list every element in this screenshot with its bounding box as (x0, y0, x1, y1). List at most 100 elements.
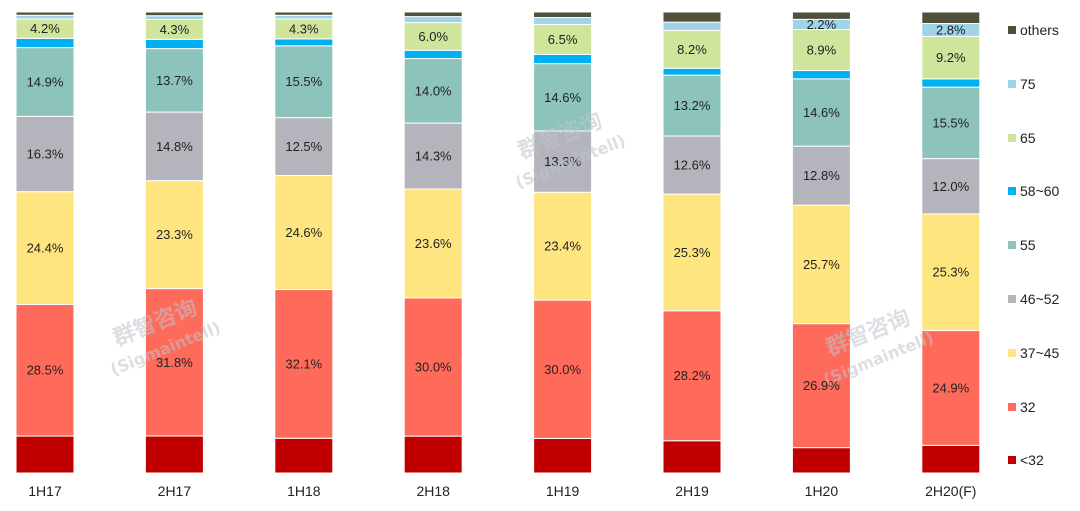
bar-segment-55-2h18 (403, 58, 463, 124)
legend-swatch-37-45 (1008, 349, 1016, 357)
bar-segment-others-1h18 (274, 11, 334, 16)
bar-segment-lt32-2h17 (144, 435, 204, 474)
x-tick-label: 1H19 (546, 483, 580, 499)
data-label-46-52-1h18: 12.5% (285, 139, 322, 154)
x-tick-label: 1H18 (287, 483, 321, 499)
bar-segment-lt32-2h18 (403, 435, 463, 474)
bar-segment-32-2h18 (403, 297, 463, 437)
data-label-46-52-2h19: 12.6% (674, 158, 711, 173)
bar-segment-46-52-1h18 (274, 117, 334, 177)
bar-segment-55-1h17 (15, 47, 75, 117)
bar-segment-58-60-2h17 (144, 38, 204, 50)
bars-group (15, 11, 981, 474)
data-label-46-52-1h17: 16.3% (27, 147, 64, 162)
data-label-37-45-1h19: 23.4% (544, 239, 581, 254)
bar-segment-75-2h19 (662, 21, 722, 31)
legend-label-65: 65 (1020, 130, 1036, 146)
legend-label-58-60: 58~60 (1020, 183, 1060, 199)
bar-segment-65-2h20f (921, 35, 981, 80)
bar-segment-37-45-2h17 (144, 180, 204, 290)
bar-segment-32-1h19 (533, 299, 593, 439)
legend-swatch-75 (1008, 80, 1016, 88)
legend-label-32: 32 (1020, 399, 1036, 415)
bar-segment-46-52-1h17 (15, 115, 75, 193)
data-labels-group: 28.5% 24.4% 16.3% 14.9% 4.2% 31.8% 23.3% 14.8% 1… (27, 17, 970, 395)
bar-segment-37-45-1h18 (274, 175, 334, 291)
data-label-65-2h19: 8.2% (677, 42, 707, 57)
legend-label-others: others (1020, 22, 1059, 38)
bar-segment-55-2h19 (662, 74, 722, 137)
legend-label-55: 55 (1020, 237, 1036, 253)
bar-segment-46-52-2h18 (403, 122, 463, 190)
data-label-37-45-2h19: 25.3% (674, 245, 711, 260)
legend-swatch-55 (1008, 241, 1016, 249)
data-label-32-2h20f: 24.9% (932, 380, 969, 395)
bar-segment-58-60-2h18 (403, 49, 463, 60)
bar-segment-32-1h18 (274, 289, 334, 439)
data-label-37-45-2h20f: 25.3% (932, 265, 969, 280)
bar-segment-32-2h20f (921, 330, 981, 446)
data-label-55-2h18: 14.0% (415, 83, 452, 98)
bar-segment-others-2h17 (144, 11, 204, 17)
bar-segment-46-52-1h19 (533, 130, 593, 193)
data-label-32-2h17: 31.8% (156, 355, 193, 370)
data-label-55-2h19: 13.2% (674, 98, 711, 113)
data-label-32-1h19: 30.0% (544, 362, 581, 377)
bar-segment-58-60-2h20f (921, 78, 981, 88)
data-label-55-2h17: 13.7% (156, 73, 193, 88)
data-label-46-52-1h20: 12.8% (803, 168, 840, 183)
bar-segment-others-2h18 (403, 11, 463, 18)
x-tick-label: 2H19 (675, 483, 709, 499)
bar-segment-others-1h17 (15, 11, 75, 16)
data-label-37-45-2h18: 23.6% (415, 236, 452, 251)
bar-segment-32-1h20 (791, 323, 851, 449)
data-label-37-45-2h17: 23.3% (156, 227, 193, 242)
data-label-65-1h18: 4.3% (289, 21, 319, 36)
data-label-65-2h17: 4.3% (160, 22, 190, 37)
bar-segment-55-1h19 (533, 63, 593, 132)
bar-segment-37-45-1h20 (791, 204, 851, 325)
bar-segment-lt32-1h18 (274, 437, 334, 474)
data-label-65-1h19: 6.5% (548, 32, 578, 47)
bar-segment-46-52-2h17 (144, 111, 204, 182)
legend-swatch-58-60 (1008, 187, 1016, 195)
data-label-65-1h20: 8.9% (807, 43, 837, 58)
bar-segment-46-52-2h19 (662, 135, 722, 195)
data-label-37-45-1h17: 24.4% (27, 241, 64, 256)
bar-segment-lt32-1h20 (791, 447, 851, 474)
bar-segment-lt32-1h19 (533, 437, 593, 474)
data-label-46-52-2h20f: 12.0% (932, 179, 969, 194)
bar-segment-37-45-2h18 (403, 188, 463, 299)
bar-segment-46-52-2h20f (921, 158, 981, 215)
bar-segment-55-2h17 (144, 48, 204, 113)
bar-segment-55-1h20 (791, 78, 851, 147)
legend-label-lt32: <32 (1020, 452, 1044, 468)
data-label-55-1h17: 14.9% (27, 74, 64, 89)
bar-segment-65-2h19 (662, 29, 722, 69)
data-label-55-1h20: 14.6% (803, 105, 840, 120)
data-label-65-1h17: 4.2% (30, 21, 60, 36)
bar-segment-58-60-1h18 (274, 38, 334, 47)
x-axis-ticks: 1H17 2H17 1H18 2H18 1H19 2H19 1H20 2H20(F) (28, 483, 976, 499)
legend-swatch-65 (1008, 134, 1016, 142)
data-label-32-2h19: 28.2% (674, 368, 711, 383)
bar-segment-37-45-2h19 (662, 193, 722, 312)
bar-segment-55-1h18 (274, 45, 334, 119)
bar-segment-others-2h19 (662, 11, 722, 23)
legend-swatch-lt32 (1008, 456, 1016, 464)
bar-segment-65-2h18 (403, 22, 463, 51)
data-label-65-2h20f: 9.2% (936, 50, 966, 65)
x-tick-label: 2H17 (158, 483, 192, 499)
bar-segment-lt32-2h19 (662, 440, 722, 474)
bar-segment-75-2h17 (144, 15, 204, 20)
bar-segment-58-60-1h19 (533, 53, 593, 65)
bar-segment-75-1h17 (15, 14, 75, 20)
bar-segment-32-2h19 (662, 310, 722, 442)
data-label-65-2h18: 6.0% (418, 29, 448, 44)
data-label-55-1h19: 14.6% (544, 90, 581, 105)
bar-segment-65-1h20 (791, 29, 851, 72)
data-label-55-1h18: 15.5% (285, 74, 322, 89)
data-label-46-52-2h17: 14.8% (156, 139, 193, 154)
bar-segment-58-60-1h20 (791, 70, 851, 80)
